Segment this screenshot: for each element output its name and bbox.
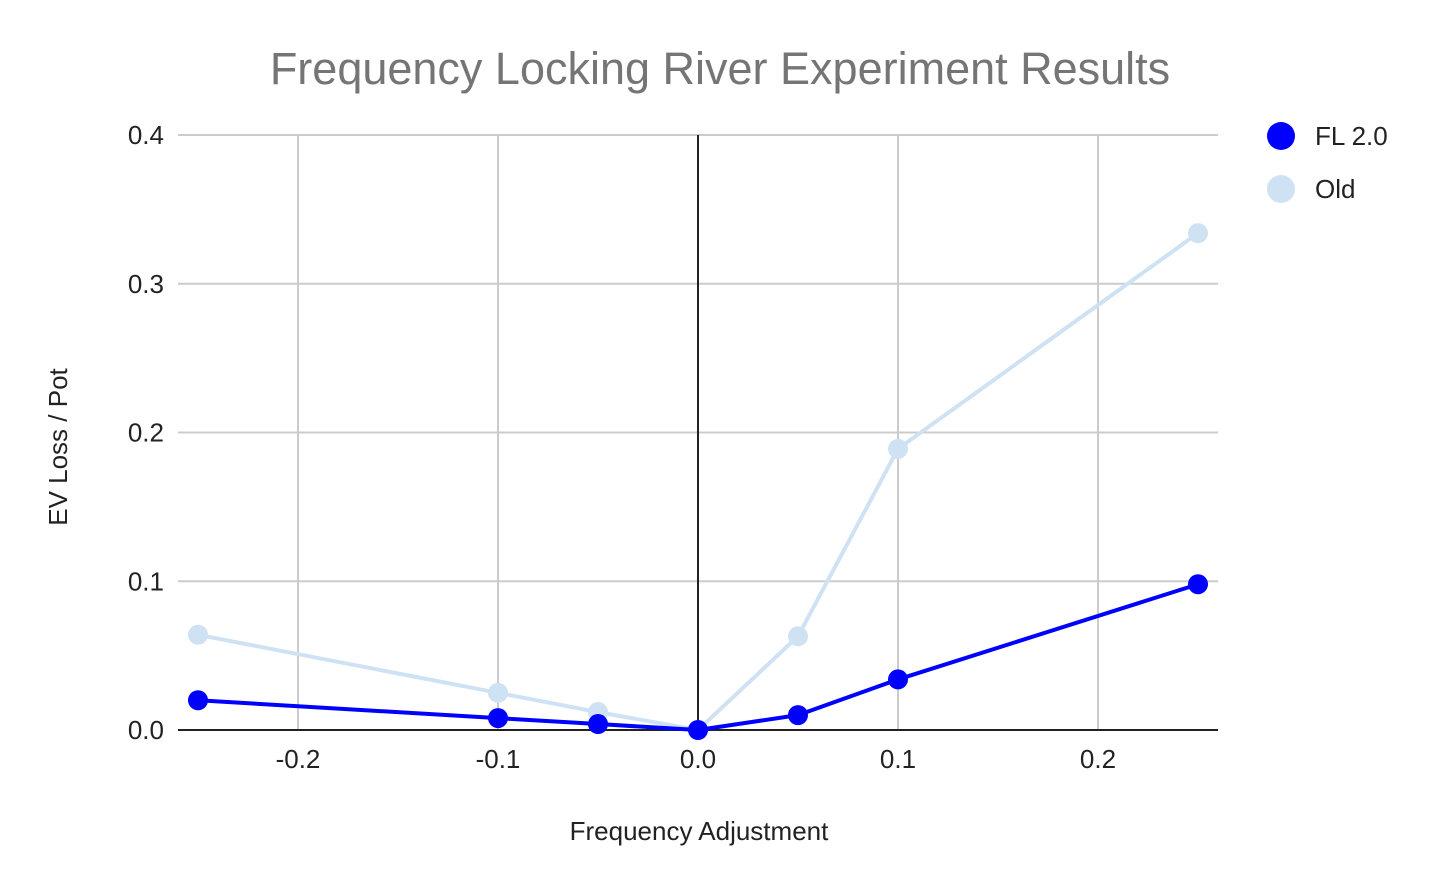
y-tick-label: 0.0 (128, 715, 164, 745)
series-layer (188, 223, 1208, 740)
y-tick-label: 0.2 (128, 418, 164, 448)
legend: FL 2.0 Old (1267, 121, 1388, 204)
data-point-fl-2-0[interactable] (488, 708, 508, 729)
x-tick-label: 0.1 (880, 744, 916, 774)
x-tick-label: -0.1 (476, 744, 521, 774)
tick-labels: 0.0 0.1 0.2 0.3 0.4 -0.2 -0.1 0.0 0.1 0.2 (128, 120, 1116, 774)
chart-title: Frequency Locking River Experiment Resul… (270, 43, 1170, 94)
legend-swatch (1267, 122, 1295, 150)
y-tick-label: 0.4 (128, 120, 164, 150)
data-point-fl-2-0[interactable] (888, 669, 908, 690)
data-point-fl-2-0[interactable] (588, 714, 608, 735)
x-tick-label: -0.2 (276, 744, 321, 774)
data-point-old[interactable] (888, 438, 908, 459)
data-point-fl-2-0[interactable] (688, 720, 708, 740)
data-point-fl-2-0[interactable] (1188, 574, 1208, 595)
legend-label: Old (1315, 174, 1355, 204)
data-point-fl-2-0[interactable] (788, 705, 808, 726)
y-tick-label: 0.3 (128, 269, 164, 299)
data-point-old[interactable] (1188, 223, 1208, 244)
data-point-old[interactable] (788, 626, 808, 647)
x-tick-label: 0.2 (1080, 744, 1116, 774)
data-point-old[interactable] (188, 624, 208, 645)
data-point-fl-2-0[interactable] (188, 690, 208, 711)
x-tick-label: 0.0 (680, 744, 716, 774)
legend-label: FL 2.0 (1315, 121, 1388, 151)
data-point-old[interactable] (488, 682, 508, 703)
legend-swatch (1267, 175, 1295, 203)
y-axis-label: EV Loss / Pot (43, 367, 73, 525)
y-tick-label: 0.1 (128, 566, 164, 596)
x-axis-label: Frequency Adjustment (570, 816, 829, 846)
